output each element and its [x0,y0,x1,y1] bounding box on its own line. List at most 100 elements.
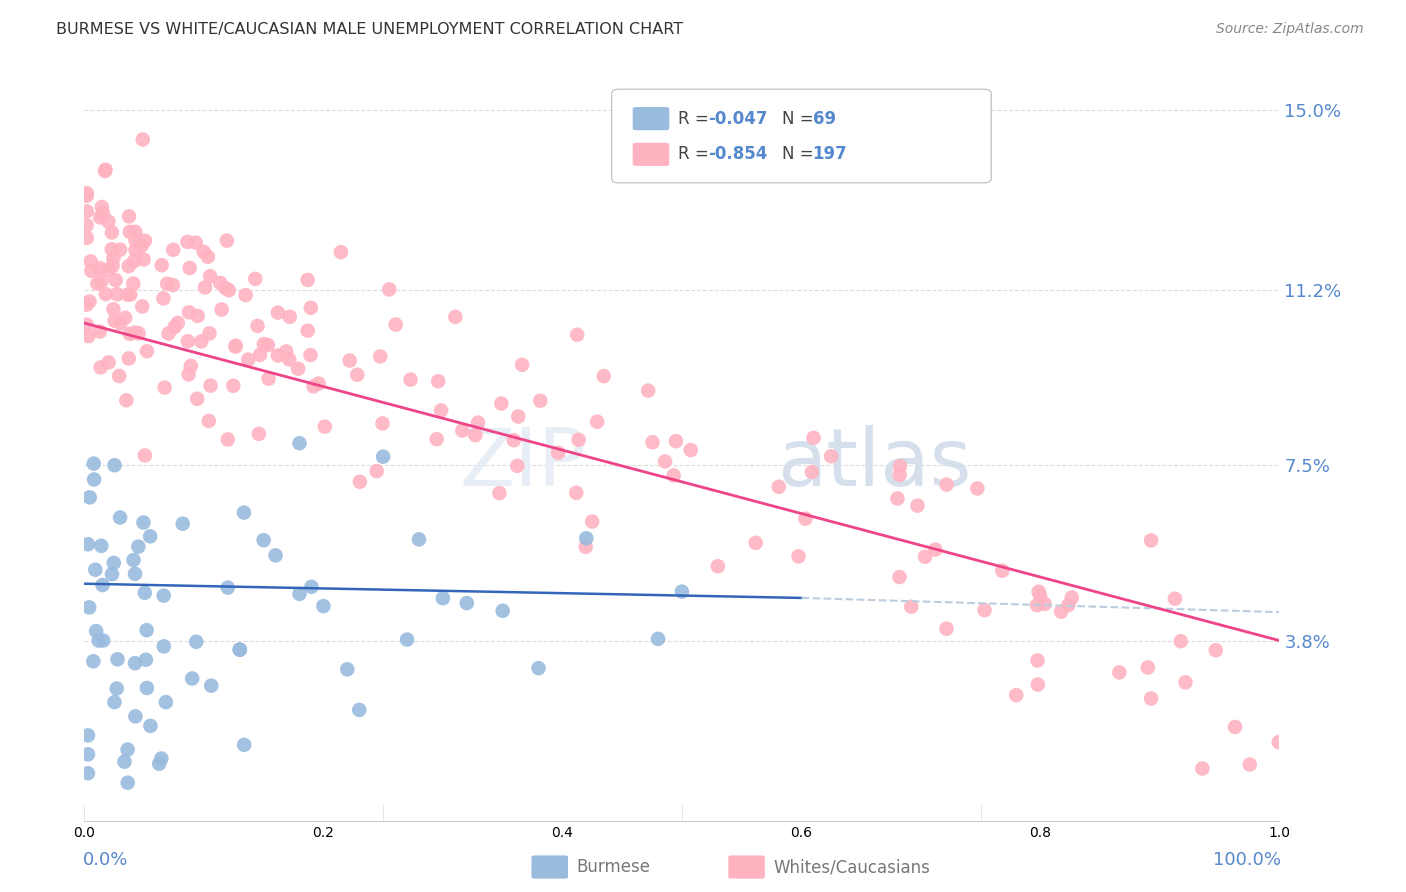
Point [200,679,222,693]
Point [267,349,290,363]
Point [97,214,120,228]
Point [134,586,156,600]
Text: ZIP: ZIP [458,425,586,503]
Point [124,234,146,248]
Point [90,360,112,375]
Point [118,225,141,239]
Point [89,325,111,339]
Point [107,652,129,666]
Point [108,510,131,524]
Text: Source: ZipAtlas.com: Source: ZipAtlas.com [1216,22,1364,37]
Point [101,567,124,582]
Point [181,672,204,686]
Point [209,276,232,290]
Point [132,132,155,146]
Point [135,623,157,637]
Point [118,351,141,366]
Point [110,243,132,257]
Point [464,428,486,442]
Point [132,252,155,267]
Point [135,681,157,695]
Point [124,566,146,581]
Point [187,309,209,323]
Point [803,431,825,445]
Point [349,475,371,489]
Point [139,529,162,543]
Point [973,603,995,617]
Point [176,235,198,249]
Point [77,728,100,742]
Point [889,467,911,482]
Point [124,709,146,723]
Point [297,273,319,287]
Point [131,300,153,314]
Point [297,324,319,338]
Point [529,393,551,408]
Point [581,515,603,529]
Point [1205,643,1227,657]
Point [135,653,157,667]
Point [586,415,609,429]
Point [122,553,145,567]
Point [103,695,125,709]
Point [91,633,114,648]
Point [114,755,136,769]
Point [84,563,107,577]
Point [222,378,245,392]
Point [108,369,131,384]
Point [671,584,693,599]
Point [235,288,257,302]
Point [966,482,988,496]
Point [368,350,391,364]
Point [508,409,530,424]
Point [1050,605,1073,619]
Point [117,287,139,301]
Point [224,340,246,354]
Point [80,254,103,268]
Point [366,464,388,478]
Point [194,280,217,294]
Point [104,273,127,287]
Point [100,242,122,256]
Point [157,326,180,341]
Point [238,352,260,367]
Point [198,269,221,284]
Point [247,426,270,441]
Point [665,434,688,449]
Point [83,457,105,471]
Point [1028,584,1050,599]
Point [103,252,125,266]
Point [288,587,311,601]
Point [1057,598,1080,612]
Point [218,283,240,297]
Point [128,326,150,341]
Point [889,570,911,584]
Point [76,188,98,202]
Point [76,186,98,201]
Point [94,164,117,178]
Point [267,305,290,319]
Point [83,473,105,487]
Point [79,491,101,505]
Point [1108,665,1130,680]
Point [101,259,124,273]
Point [408,533,430,547]
Point [349,703,371,717]
Point [312,599,335,613]
Point [1170,634,1192,648]
Point [233,738,256,752]
Point [456,596,478,610]
Point [567,327,589,342]
Point [246,318,269,333]
Point [451,424,474,438]
Point [768,480,790,494]
Text: BURMESE VS WHITE/CAUCASIAN MALE UNEMPLOYMENT CORRELATION CHART: BURMESE VS WHITE/CAUCASIAN MALE UNEMPLOY… [56,22,683,37]
Text: 0.0%: 0.0% [83,851,128,869]
Point [152,589,174,603]
Point [637,384,659,398]
Point [163,320,186,334]
Point [278,310,301,324]
Text: 69: 69 [813,110,835,128]
Point [179,260,201,275]
Point [301,580,323,594]
